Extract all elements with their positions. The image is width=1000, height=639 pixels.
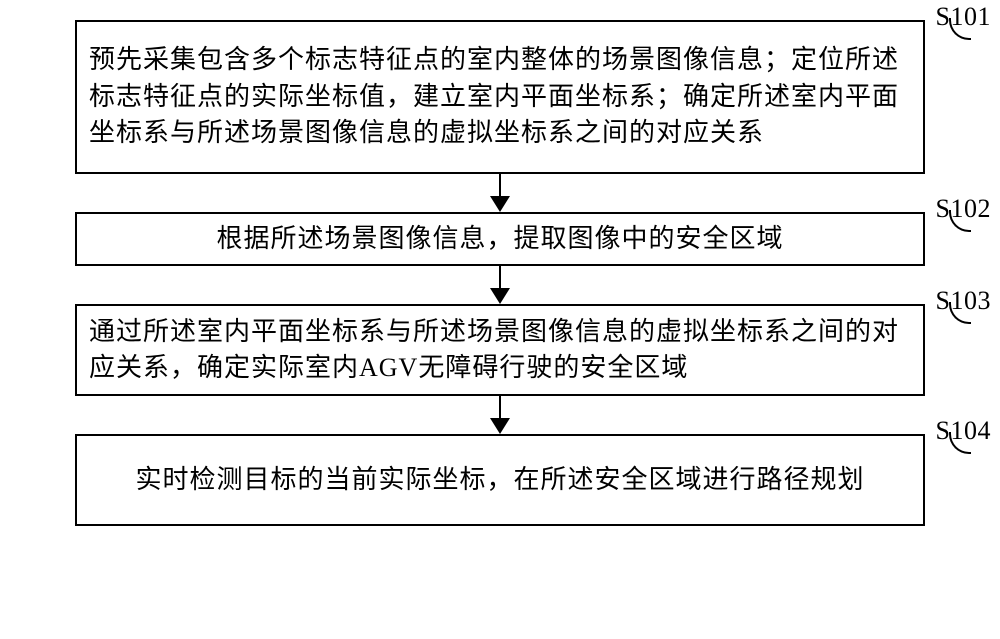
step-text: 通过所述室内平面坐标系与所述场景图像信息的虚拟坐标系之间的对应关系，确定实际室内…: [77, 310, 923, 391]
arrow-down-icon: [490, 174, 510, 212]
flow-step-s103: S103 通过所述室内平面坐标系与所述场景图像信息的虚拟坐标系之间的对应关系，确…: [75, 304, 925, 396]
step-label: S103: [936, 286, 991, 316]
flowchart-container: S101 预先采集包含多个标志特征点的室内整体的场景图像信息；定位所述标志特征点…: [45, 20, 955, 526]
flow-step-s101: S101 预先采集包含多个标志特征点的室内整体的场景图像信息；定位所述标志特征点…: [75, 20, 925, 174]
flow-step-s104: S104 实时检测目标的当前实际坐标，在所述安全区域进行路径规划: [75, 434, 925, 526]
step-label: S104: [936, 416, 991, 446]
arrow-down-icon: [490, 266, 510, 304]
step-label: S102: [936, 194, 991, 224]
step-text: 根据所述场景图像信息，提取图像中的安全区域: [204, 217, 795, 261]
arrow-down-icon: [490, 396, 510, 434]
step-text: 预先采集包含多个标志特征点的室内整体的场景图像信息；定位所述标志特征点的实际坐标…: [77, 38, 923, 155]
step-text: 实时检测目标的当前实际坐标，在所述安全区域进行路径规划: [123, 458, 876, 502]
step-label: S101: [936, 2, 991, 32]
flow-step-s102: S102 根据所述场景图像信息，提取图像中的安全区域: [75, 212, 925, 266]
